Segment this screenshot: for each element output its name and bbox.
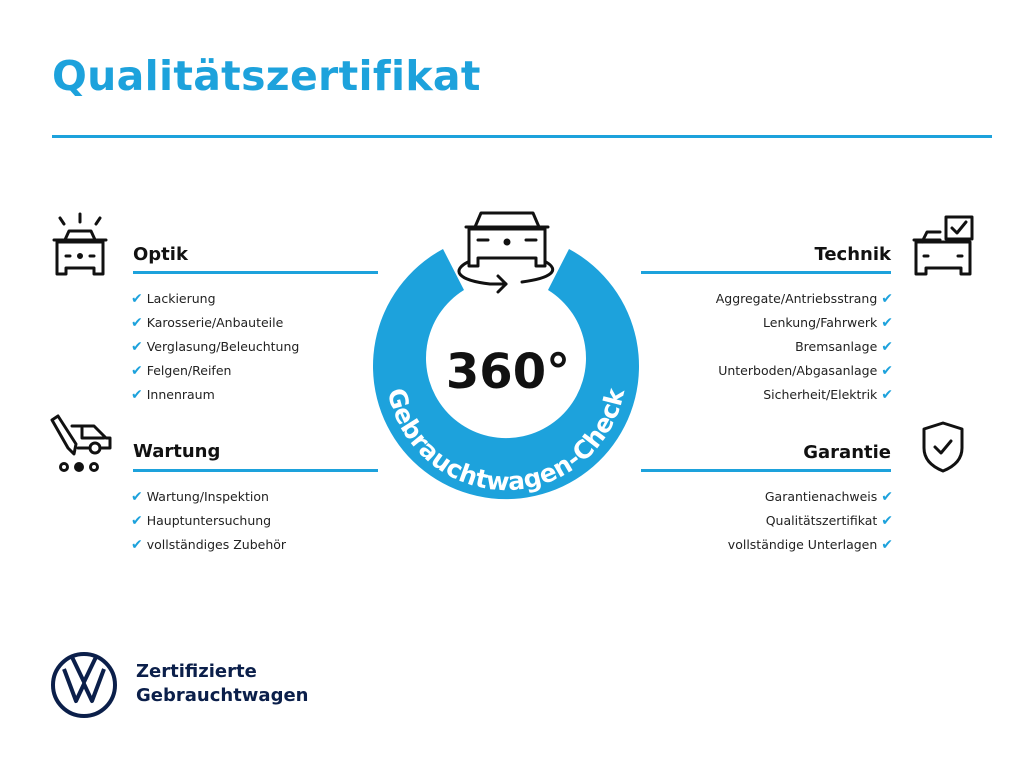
page-title: Qualitätszertifikat	[52, 52, 481, 100]
list-item: ✔ Hauptuntersuchung	[131, 513, 272, 529]
check-icon: ✔	[881, 489, 893, 505]
section-title-optik: Optik	[133, 244, 188, 265]
badge-value: 360°	[446, 344, 570, 400]
check-icon: ✔	[131, 537, 143, 553]
check-icon: ✔	[131, 363, 143, 379]
check-icon: ✔	[881, 537, 893, 553]
list-item: ✔ Felgen/Reifen	[131, 363, 232, 379]
check-icon: ✔	[131, 315, 143, 331]
list-item: ✔ vollständiges Zubehör	[131, 537, 287, 553]
check-icon: ✔	[131, 387, 143, 403]
check-icon: ✔	[881, 363, 893, 379]
check-icon: ✔	[131, 489, 143, 505]
check-icon: ✔	[881, 291, 893, 307]
list-item: ✔ Lackierung	[131, 291, 216, 307]
section-divider-optik	[133, 271, 378, 274]
service-tool-icon	[50, 414, 112, 472]
list-item: Garantienachweis ✔	[764, 489, 893, 505]
check-icon: ✔	[131, 513, 143, 529]
check-icon: ✔	[881, 513, 893, 529]
list-item: Sicherheit/Elektrik ✔	[763, 387, 893, 403]
garantie-list: Garantienachweis ✔ Qualitätszertifikat ✔…	[728, 485, 893, 557]
list-item: ✔ Innenraum	[131, 387, 215, 403]
section-title-garantie: Garantie	[803, 442, 891, 463]
section-divider-technik	[641, 271, 891, 274]
check-icon: ✔	[881, 387, 893, 403]
list-item: Unterboden/Abgasanlage ✔	[718, 363, 893, 379]
vw-logo	[51, 652, 117, 718]
check-icon: ✔	[131, 291, 143, 307]
title-divider	[52, 135, 992, 138]
car-lights-icon	[52, 212, 108, 276]
optik-list: ✔ Lackierung ✔ Karosserie/Anbauteile ✔ V…	[131, 287, 299, 407]
section-divider-garantie	[641, 469, 891, 472]
list-item: Lenkung/Fahrwerk ✔	[763, 315, 893, 331]
list-item: Qualitätszertifikat ✔	[765, 513, 893, 529]
list-item: ✔ Wartung/Inspektion	[131, 489, 269, 505]
brand-text: Zertifizierte Gebrauchtwagen	[136, 661, 309, 706]
section-title-wartung: Wartung	[133, 441, 221, 462]
technik-list: Aggregate/Antriebsstrang ✔ Lenkung/Fahrw…	[716, 287, 893, 407]
car-checklist-icon	[912, 215, 974, 276]
section-divider-wartung	[133, 469, 378, 472]
list-item: ✔ Karosserie/Anbauteile	[131, 315, 284, 331]
wartung-list: ✔ Wartung/Inspektion ✔ Hauptuntersuchung…	[131, 485, 286, 557]
list-item: ✔ Verglasung/Beleuchtung	[131, 339, 300, 355]
list-item: Aggregate/Antriebsstrang ✔	[715, 291, 893, 307]
car-rotate-icon	[457, 211, 554, 294]
shield-check-icon	[922, 421, 964, 473]
badge-ring	[373, 249, 640, 500]
check-icon: ✔	[131, 339, 143, 355]
check-icon: ✔	[881, 315, 893, 331]
section-title-technik: Technik	[814, 244, 891, 265]
list-item: vollständige Unterlagen ✔	[727, 537, 893, 553]
list-item: Bremsanlage ✔	[795, 339, 893, 355]
check-icon: ✔	[881, 339, 893, 355]
